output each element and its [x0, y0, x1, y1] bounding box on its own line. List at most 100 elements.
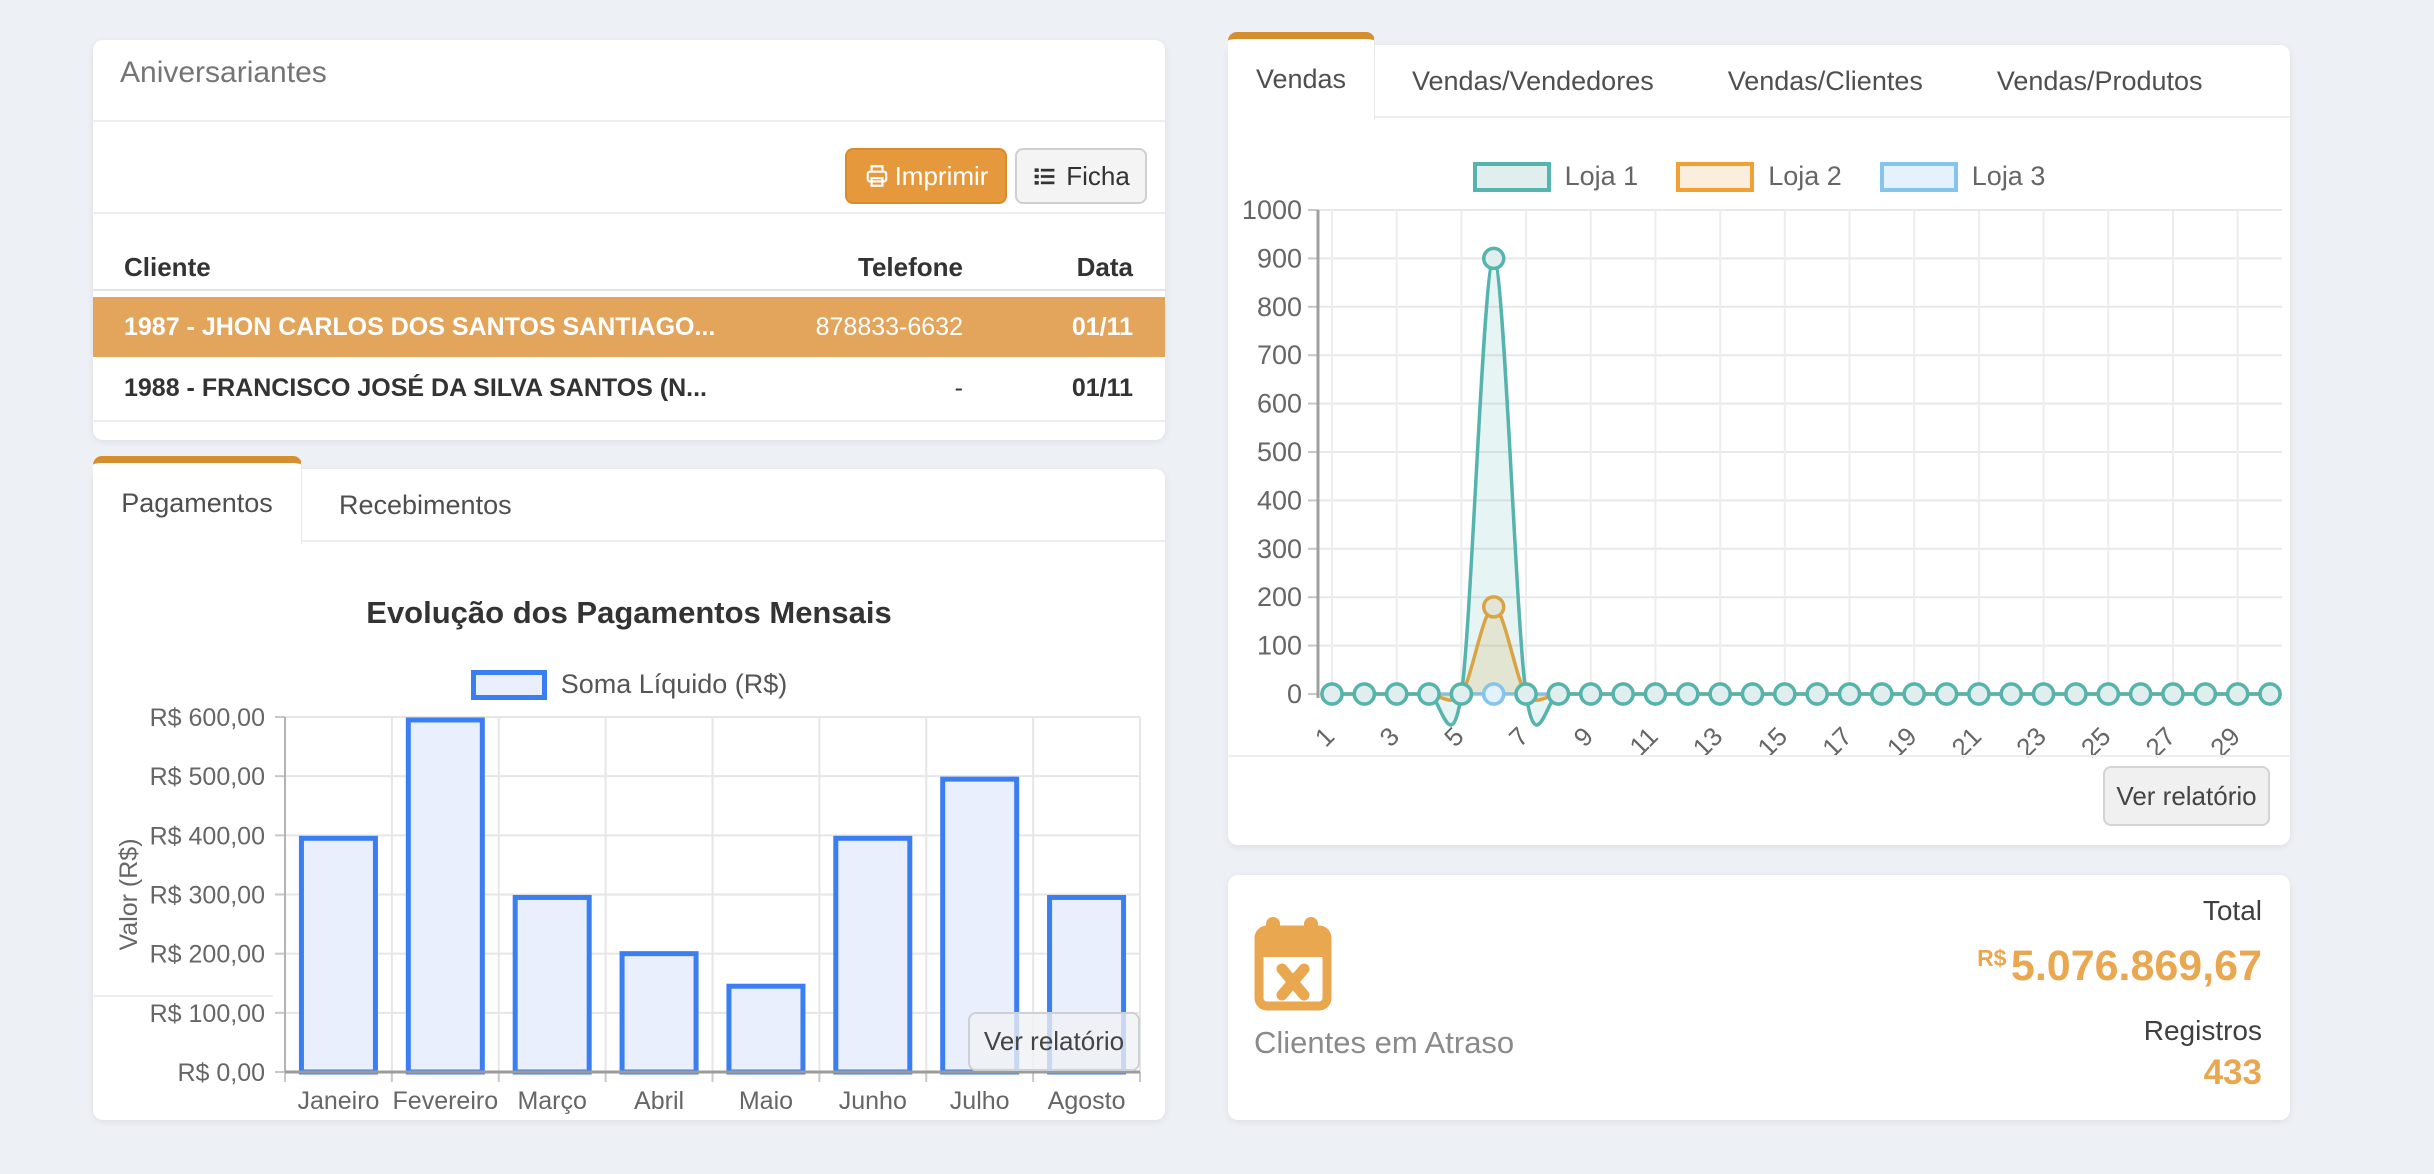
cell-data: 01/11 — [1071, 312, 1133, 341]
svg-text:Agosto: Agosto — [1048, 1087, 1126, 1115]
svg-text:R$ 0,00: R$ 0,00 — [177, 1059, 265, 1087]
divider — [93, 212, 1165, 214]
svg-text:500: 500 — [1257, 437, 1302, 467]
svg-text:Julho: Julho — [950, 1087, 1010, 1115]
print-button[interactable]: Imprimir — [845, 148, 1007, 204]
table-header-row: Cliente Telefone Data — [93, 246, 1165, 291]
tab-vendas-clientes-label: Vendas/Clientes — [1727, 66, 1923, 96]
svg-text:R$ 500,00: R$ 500,00 — [150, 763, 265, 791]
tab-vendas-vendedores-label: Vendas/Vendedores — [1412, 66, 1654, 96]
svg-text:700: 700 — [1257, 340, 1302, 370]
registros-label: Registros — [2143, 1015, 2262, 1046]
tab-vendas-label: Vendas — [1255, 64, 1347, 94]
svg-text:Abril: Abril — [634, 1087, 684, 1115]
column-header-telefone: Telefone — [858, 252, 963, 282]
svg-text:Março: Março — [517, 1087, 586, 1115]
ver-relatorio-button[interactable]: Ver relatório — [968, 1012, 1140, 1071]
cell-telefone: - — [954, 374, 963, 402]
sales-tabs: Vendas/Vendedores Vendas/Clientes Vendas… — [1375, 45, 2240, 118]
birthdays-card: Aniversariantes Imprimir Ficha Cliente T — [93, 40, 1165, 440]
payments-tabs: Recebimentos — [302, 469, 549, 542]
svg-text:Maio: Maio — [739, 1087, 793, 1115]
overdue-card: Clientes em Atraso Total R$ 5.076.869,67… — [1228, 875, 2290, 1120]
birthdays-title: Aniversariantes — [120, 56, 327, 89]
svg-text:Valor (R$): Valor (R$) — [115, 838, 143, 950]
svg-text:R$ 200,00: R$ 200,00 — [150, 941, 265, 969]
column-header-cliente: Cliente — [124, 252, 211, 282]
tab-recebimentos-label: Recebimentos — [339, 490, 512, 520]
tab-pagamentos[interactable]: Pagamentos — [93, 456, 302, 544]
divider — [93, 420, 1165, 422]
overdue-title: Clientes em Atraso — [1254, 1025, 1515, 1060]
svg-text:R$ 100,00: R$ 100,00 — [150, 1000, 265, 1028]
ficha-button-label: Ficha — [1066, 160, 1130, 191]
registros-value: 433 — [2203, 1053, 2262, 1092]
legend-label-loja1: Loja 1 — [1564, 161, 1639, 191]
svg-text:Janeiro: Janeiro — [297, 1087, 379, 1115]
print-button-label: Imprimir — [894, 160, 989, 191]
svg-text:5: 5 — [1438, 721, 1469, 752]
svg-text:400: 400 — [1257, 485, 1302, 515]
svg-text:1000: 1000 — [1242, 195, 1302, 225]
payments-bar-chart: R$ 0,00 R$ 100,00 R$ 200,00 R$ 300,00 R$ 400… — [115, 704, 1141, 1115]
svg-text:R$ 600,00: R$ 600,00 — [150, 704, 265, 732]
cell-cliente: 1987 - JHON CARLOS DOS SANTOS SANTIAGO..… — [124, 312, 716, 341]
calendar-x-icon — [1254, 917, 1334, 1018]
legend-item-loja2[interactable]: Loja 2 — [1676, 161, 1842, 192]
tab-vendas-produtos-label: Vendas/Produtos — [1996, 66, 2203, 96]
legend-item-loja3[interactable]: Loja 3 — [1879, 161, 2046, 192]
tab-pagamentos-label: Pagamentos — [121, 488, 273, 518]
legend-swatch-loja2 — [1676, 161, 1755, 192]
cell-data: 01/11 — [1071, 374, 1133, 402]
tab-recebimentos[interactable]: Recebimentos — [302, 469, 549, 542]
svg-text:900: 900 — [1257, 243, 1302, 273]
svg-text:3: 3 — [1373, 721, 1404, 752]
ficha-button[interactable]: Ficha — [1015, 148, 1147, 204]
total-value-line: R$ 5.076.869,67 — [1977, 935, 2262, 999]
legend-label-loja3: Loja 3 — [1971, 161, 2046, 191]
printer-icon — [864, 163, 890, 189]
cell-telefone: 878833-6632 — [815, 312, 963, 341]
tab-vendas-produtos[interactable]: Vendas/Produtos — [1960, 45, 2240, 118]
svg-text:Fevereiro: Fevereiro — [393, 1087, 499, 1115]
footer-divider — [1228, 755, 2290, 757]
payments-card: Pagamentos Recebimentos Evolução dos Pag… — [93, 456, 1165, 1120]
list-icon — [1032, 164, 1057, 189]
overdue-summary: Total R$ 5.076.869,67 Registros 433 — [1977, 895, 2262, 1093]
tab-vendas[interactable]: Vendas — [1228, 32, 1375, 120]
svg-text:200: 200 — [1257, 582, 1302, 612]
svg-text:R$ 300,00: R$ 300,00 — [150, 882, 265, 910]
table-row-selected[interactable]: 1987 - JHON CARLOS DOS SANTOS SANTIAGO..… — [93, 297, 1165, 357]
svg-text:600: 600 — [1257, 389, 1302, 419]
tab-vendas-vendedores[interactable]: Vendas/Vendedores — [1375, 45, 1691, 118]
column-header-data: Data — [1076, 252, 1133, 282]
payments-chart-title: Evolução dos Pagamentos Mensais — [366, 595, 892, 630]
svg-text:1: 1 — [1309, 721, 1340, 752]
svg-text:R$ 400,00: R$ 400,00 — [150, 822, 265, 850]
legend-label-loja2: Loja 2 — [1768, 161, 1842, 191]
svg-text:800: 800 — [1257, 292, 1302, 322]
ver-relatorio-button[interactable]: Ver relatório — [2103, 766, 2270, 826]
sales-chart-legend: Loja 1 Loja 2 Loja 3 — [1228, 161, 2290, 192]
payments-chart-legend[interactable]: Soma Líquido (R$) — [93, 669, 1165, 700]
divider — [93, 120, 1165, 122]
currency-prefix: R$ — [1977, 945, 2007, 971]
legend-swatch-loja3 — [1879, 161, 1958, 192]
legend-label: Soma Líquido (R$) — [560, 669, 788, 699]
svg-text:7: 7 — [1503, 721, 1534, 752]
svg-text:100: 100 — [1257, 631, 1302, 661]
total-value: 5.076.869,67 — [2010, 942, 2262, 990]
svg-text:0: 0 — [1287, 679, 1302, 709]
legend-item-loja1[interactable]: Loja 1 — [1472, 161, 1639, 192]
svg-text:300: 300 — [1257, 534, 1302, 564]
sales-tabstrip — [1228, 45, 2290, 118]
tab-vendas-clientes[interactable]: Vendas/Clientes — [1691, 45, 1960, 118]
svg-text:9: 9 — [1568, 721, 1599, 752]
svg-text:Junho: Junho — [839, 1087, 907, 1115]
table-row[interactable]: 1988 - FRANCISCO JOSÉ DA SILVA SANTOS (N… — [93, 357, 1165, 420]
footer-divider — [93, 995, 273, 997]
total-label: Total — [2202, 895, 2262, 926]
sales-card: Vendas Vendas/Vendedores Vendas/Clientes… — [1228, 32, 2290, 845]
legend-swatch — [470, 669, 547, 700]
